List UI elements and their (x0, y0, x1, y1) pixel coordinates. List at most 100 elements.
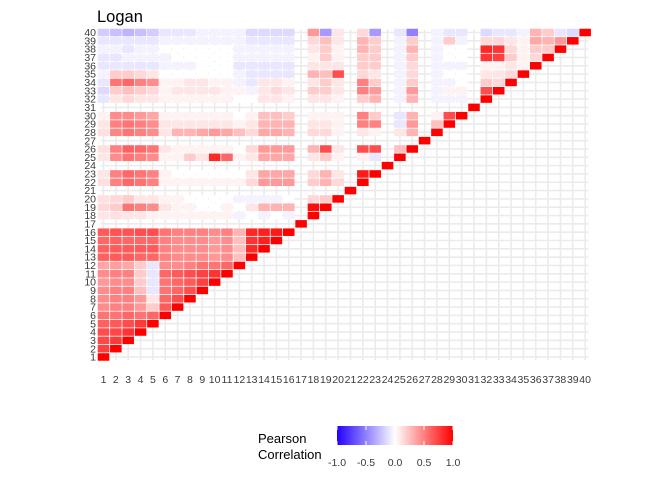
heatmap-cell-7-18 (171, 211, 184, 220)
heatmap-cell-2-39 (110, 37, 122, 45)
heatmap-cell-13-18 (245, 211, 258, 220)
heatmap-cell-12-19 (233, 203, 246, 211)
y-tick-label: 26 (84, 144, 96, 156)
heatmap-cell-9-11 (196, 270, 209, 278)
y-tick-label: 11 (85, 268, 96, 280)
heatmap-cell-6-37 (159, 53, 172, 62)
heatmap-cell-4-8 (134, 294, 147, 303)
heatmap-cell-5-22 (147, 178, 159, 187)
heatmap-cell-39-39 (567, 37, 579, 45)
heatmap-cell-4-10 (134, 278, 147, 286)
heatmap-cell-11-38 (221, 45, 233, 53)
heatmap-cell-28-33 (431, 86, 443, 95)
heatmap-cell-16-33 (282, 86, 295, 95)
heatmap-cell-2-26 (110, 145, 122, 153)
x-tick-label: 37 (542, 374, 554, 386)
heatmap-cell-14-28 (258, 128, 270, 137)
heatmap-cell-14-15 (258, 236, 270, 245)
heatmap-cell-16-18 (282, 211, 295, 220)
heatmap-cell-2-33 (110, 86, 122, 95)
heatmap-cell-13-39 (245, 37, 258, 45)
heatmap-cell-3-25 (122, 153, 134, 162)
heatmap-cell-4-4 (134, 328, 147, 336)
heatmap-cell-16-32 (282, 95, 295, 103)
x-tick-label: 26 (406, 374, 418, 386)
heatmap-cell-5-25 (147, 153, 159, 162)
heatmap-cell-22-34 (357, 78, 369, 87)
heatmap-cell-3-34 (122, 78, 134, 87)
heatmap-cell-13-32 (245, 95, 258, 103)
heatmap-cell-21-21 (344, 186, 357, 195)
heatmap-cell-35-36 (517, 62, 530, 70)
heatmap-cell-23-36 (369, 62, 381, 70)
legend-tick-label: 0.5 (417, 457, 432, 469)
heatmap-cell-23-23 (369, 170, 381, 178)
heatmap-cell-18-30 (307, 111, 320, 120)
heatmap-cell-4-22 (134, 178, 147, 187)
heatmap-cell-18-18 (307, 211, 320, 220)
y-tick-label: 27 (84, 135, 96, 147)
x-tick-label: 16 (283, 374, 295, 386)
heatmap-cell-9-35 (196, 70, 209, 78)
heatmap-cell-33-33 (492, 86, 505, 95)
heatmap-cell-6-39 (159, 37, 172, 45)
heatmap-cell-29-36 (443, 62, 456, 70)
heatmap-cell-28-32 (431, 95, 443, 103)
heatmap-cell-10-18 (208, 211, 221, 220)
heatmap-cell-19-28 (320, 128, 332, 137)
heatmap-cell-6-33 (159, 86, 172, 95)
heatmap-cell-29-39 (443, 37, 456, 45)
heatmap-cell-6-8 (159, 294, 172, 303)
heatmap-cell-2-3 (110, 336, 122, 345)
x-tick-label: 20 (332, 374, 344, 386)
heatmap-cell-1-15 (97, 236, 110, 245)
heatmap-cell-6-29 (159, 120, 172, 128)
y-tick-label: 31 (84, 102, 96, 114)
heatmap-cell-14-40 (258, 28, 270, 37)
heatmap-cell-11-30 (221, 111, 233, 120)
heatmap-cell-25-36 (394, 62, 406, 70)
heatmap-cell-4-29 (134, 120, 147, 128)
heatmap-cell-12-18 (233, 211, 246, 220)
heatmap-cell-15-16 (270, 228, 283, 236)
heatmap-cell-10-32 (208, 95, 221, 103)
heatmap-cell-5-37 (147, 53, 159, 62)
heatmap-cell-2-15 (110, 236, 122, 245)
heatmap-cell-8-16 (184, 228, 196, 236)
heatmap-cell-12-25 (233, 153, 246, 162)
y-tick-label: 20 (84, 194, 96, 206)
heatmap-cell-15-22 (270, 178, 283, 187)
heatmap-cell-26-33 (406, 86, 419, 95)
heatmap-cell-34-34 (505, 78, 517, 87)
heatmap-cell-8-20 (184, 195, 196, 203)
heatmap-cell-19-38 (320, 45, 332, 53)
heatmap-cell-8-15 (184, 236, 196, 245)
heatmap-cell-5-23 (147, 170, 159, 178)
x-tick-label: 7 (175, 374, 181, 386)
heatmap-cell-5-33 (147, 86, 159, 95)
heatmap-cell-2-37 (110, 53, 122, 62)
heatmap-cell-4-5 (134, 319, 147, 328)
heatmap-cell-2-34 (110, 78, 122, 87)
heatmap-cell-22-36 (357, 62, 369, 70)
heatmap-cell-19-34 (320, 78, 332, 87)
heatmap-cell-26-37 (406, 53, 419, 62)
heatmap-cell-25-28 (394, 128, 406, 137)
heatmap-cell-5-35 (147, 70, 159, 78)
heatmap-cell-16-22 (282, 178, 295, 187)
legend-colorbar (337, 426, 453, 445)
heatmap-cell-37-37 (542, 53, 554, 62)
heatmap-cell-4-33 (134, 86, 147, 95)
heatmap-cell-4-15 (134, 236, 147, 245)
heatmap-cell-29-33 (443, 86, 456, 95)
heatmap-cell-4-13 (134, 253, 147, 261)
heatmap-cell-13-22 (245, 178, 258, 187)
heatmap-cell-22-32 (357, 95, 369, 103)
heatmap-cell-17-17 (295, 220, 307, 228)
heatmap-cell-22-39 (357, 37, 369, 45)
heatmap-cell-5-6 (147, 311, 159, 320)
heatmap-cell-13-20 (245, 195, 258, 203)
y-tick-label: 24 (84, 160, 96, 172)
heatmap-cell-29-34 (443, 78, 456, 87)
heatmap-cell-16-16 (282, 228, 295, 236)
